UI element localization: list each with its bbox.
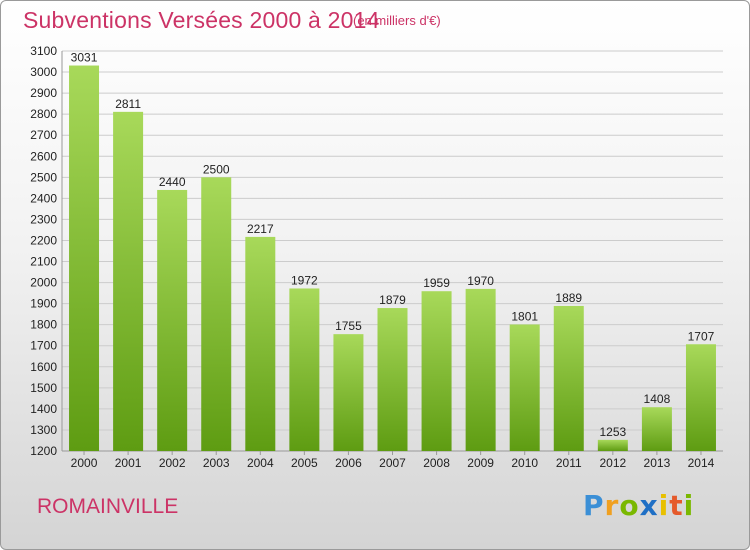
proxiti-logo: Proxiti [583,489,695,522]
x-tick-label-2012: 2012 [599,456,626,470]
data-label-2007: 1879 [379,293,406,307]
bar-2002 [157,189,188,451]
data-label-2010: 1801 [511,309,538,323]
data-label-2001: 2811 [115,97,141,111]
y-tick-label: 2700 [30,128,57,142]
data-label-2011: 1889 [555,291,582,305]
bar-2007 [377,308,408,451]
bar-2008 [421,291,452,451]
bar-2012 [597,439,628,451]
data-label-2003: 2500 [203,162,230,176]
data-labels: 3031 2811 2440 2500 2217 1972 1755 1879 1959 1970… [71,51,715,439]
y-tick-label: 3000 [30,65,57,79]
unit-note: (en milliers d'€) [353,13,441,28]
data-label-2006: 1755 [335,319,362,333]
y-tick-label: 2400 [30,191,57,205]
y-tick-label: 2100 [30,255,57,269]
x-tick-label-2010: 2010 [511,456,538,470]
y-tick-label: 2300 [30,212,57,226]
x-tick-label-2008: 2008 [423,456,450,470]
bar-2006 [333,334,364,451]
bar-2011 [553,305,584,451]
y-tick-labels: 1200 1300 1400 1500 1600 1700 1800 1900 2000 2100… [30,44,57,458]
x-tick-label-2014: 2014 [688,456,715,470]
y-tick-label: 1600 [30,360,57,374]
y-tick-label: 1200 [30,444,57,458]
data-label-2000: 3031 [71,51,98,65]
y-tick-label: 2500 [30,170,57,184]
x-tick-label-2002: 2002 [159,456,186,470]
x-tick-label-2005: 2005 [291,456,318,470]
x-tick-label-2007: 2007 [379,456,406,470]
data-label-2012: 1253 [599,425,626,439]
x-tick-label-2009: 2009 [467,456,494,470]
bar-2000 [69,65,100,452]
y-tick-label: 2800 [30,107,57,121]
y-tick-label: 3100 [30,44,57,58]
data-label-2009: 1970 [467,274,494,288]
data-label-2005: 1972 [291,273,318,287]
x-tick-label-2011: 2011 [556,456,582,470]
x-tick-label-2013: 2013 [644,456,671,470]
y-tick-label: 1800 [30,318,57,332]
x-tick-label-2003: 2003 [203,456,230,470]
y-tick-label: 1900 [30,297,57,311]
bars [69,65,716,452]
bar-2014 [685,344,716,451]
y-tick-label: 1700 [30,339,57,353]
y-tick-label: 1300 [30,423,57,437]
data-label-2013: 1408 [644,392,671,406]
bar-2001 [113,111,144,451]
bar-2004 [245,236,276,451]
data-label-2014: 1707 [688,329,715,343]
x-tick-label-2001: 2001 [115,456,142,470]
y-tick-label: 2900 [30,86,57,100]
y-tick-label: 2200 [30,233,57,247]
chart-title: Subventions Versées 2000 à 2014 [23,7,380,33]
x-tick-label-2006: 2006 [335,456,362,470]
x-tick-labels: 2000 2001 2002 2003 2004 2005 2006 2007 2008 2009… [71,456,715,470]
bar-2009 [465,288,496,451]
x-tick-label-2004: 2004 [247,456,274,470]
bar-2013 [641,407,672,451]
bar-2010 [509,324,540,451]
data-label-2008: 1959 [423,276,450,290]
y-tick-label: 1500 [30,381,57,395]
x-tick-label-2000: 2000 [71,456,98,470]
bar-2005 [289,288,320,451]
y-tick-label: 2000 [30,276,57,290]
y-tick-label: 2600 [30,149,57,163]
data-label-2004: 2217 [247,222,274,236]
bar-2003 [201,177,232,451]
y-tick-label: 1400 [30,402,57,416]
data-label-2002: 2440 [159,175,186,189]
city-name: ROMAINVILLE [37,495,179,518]
